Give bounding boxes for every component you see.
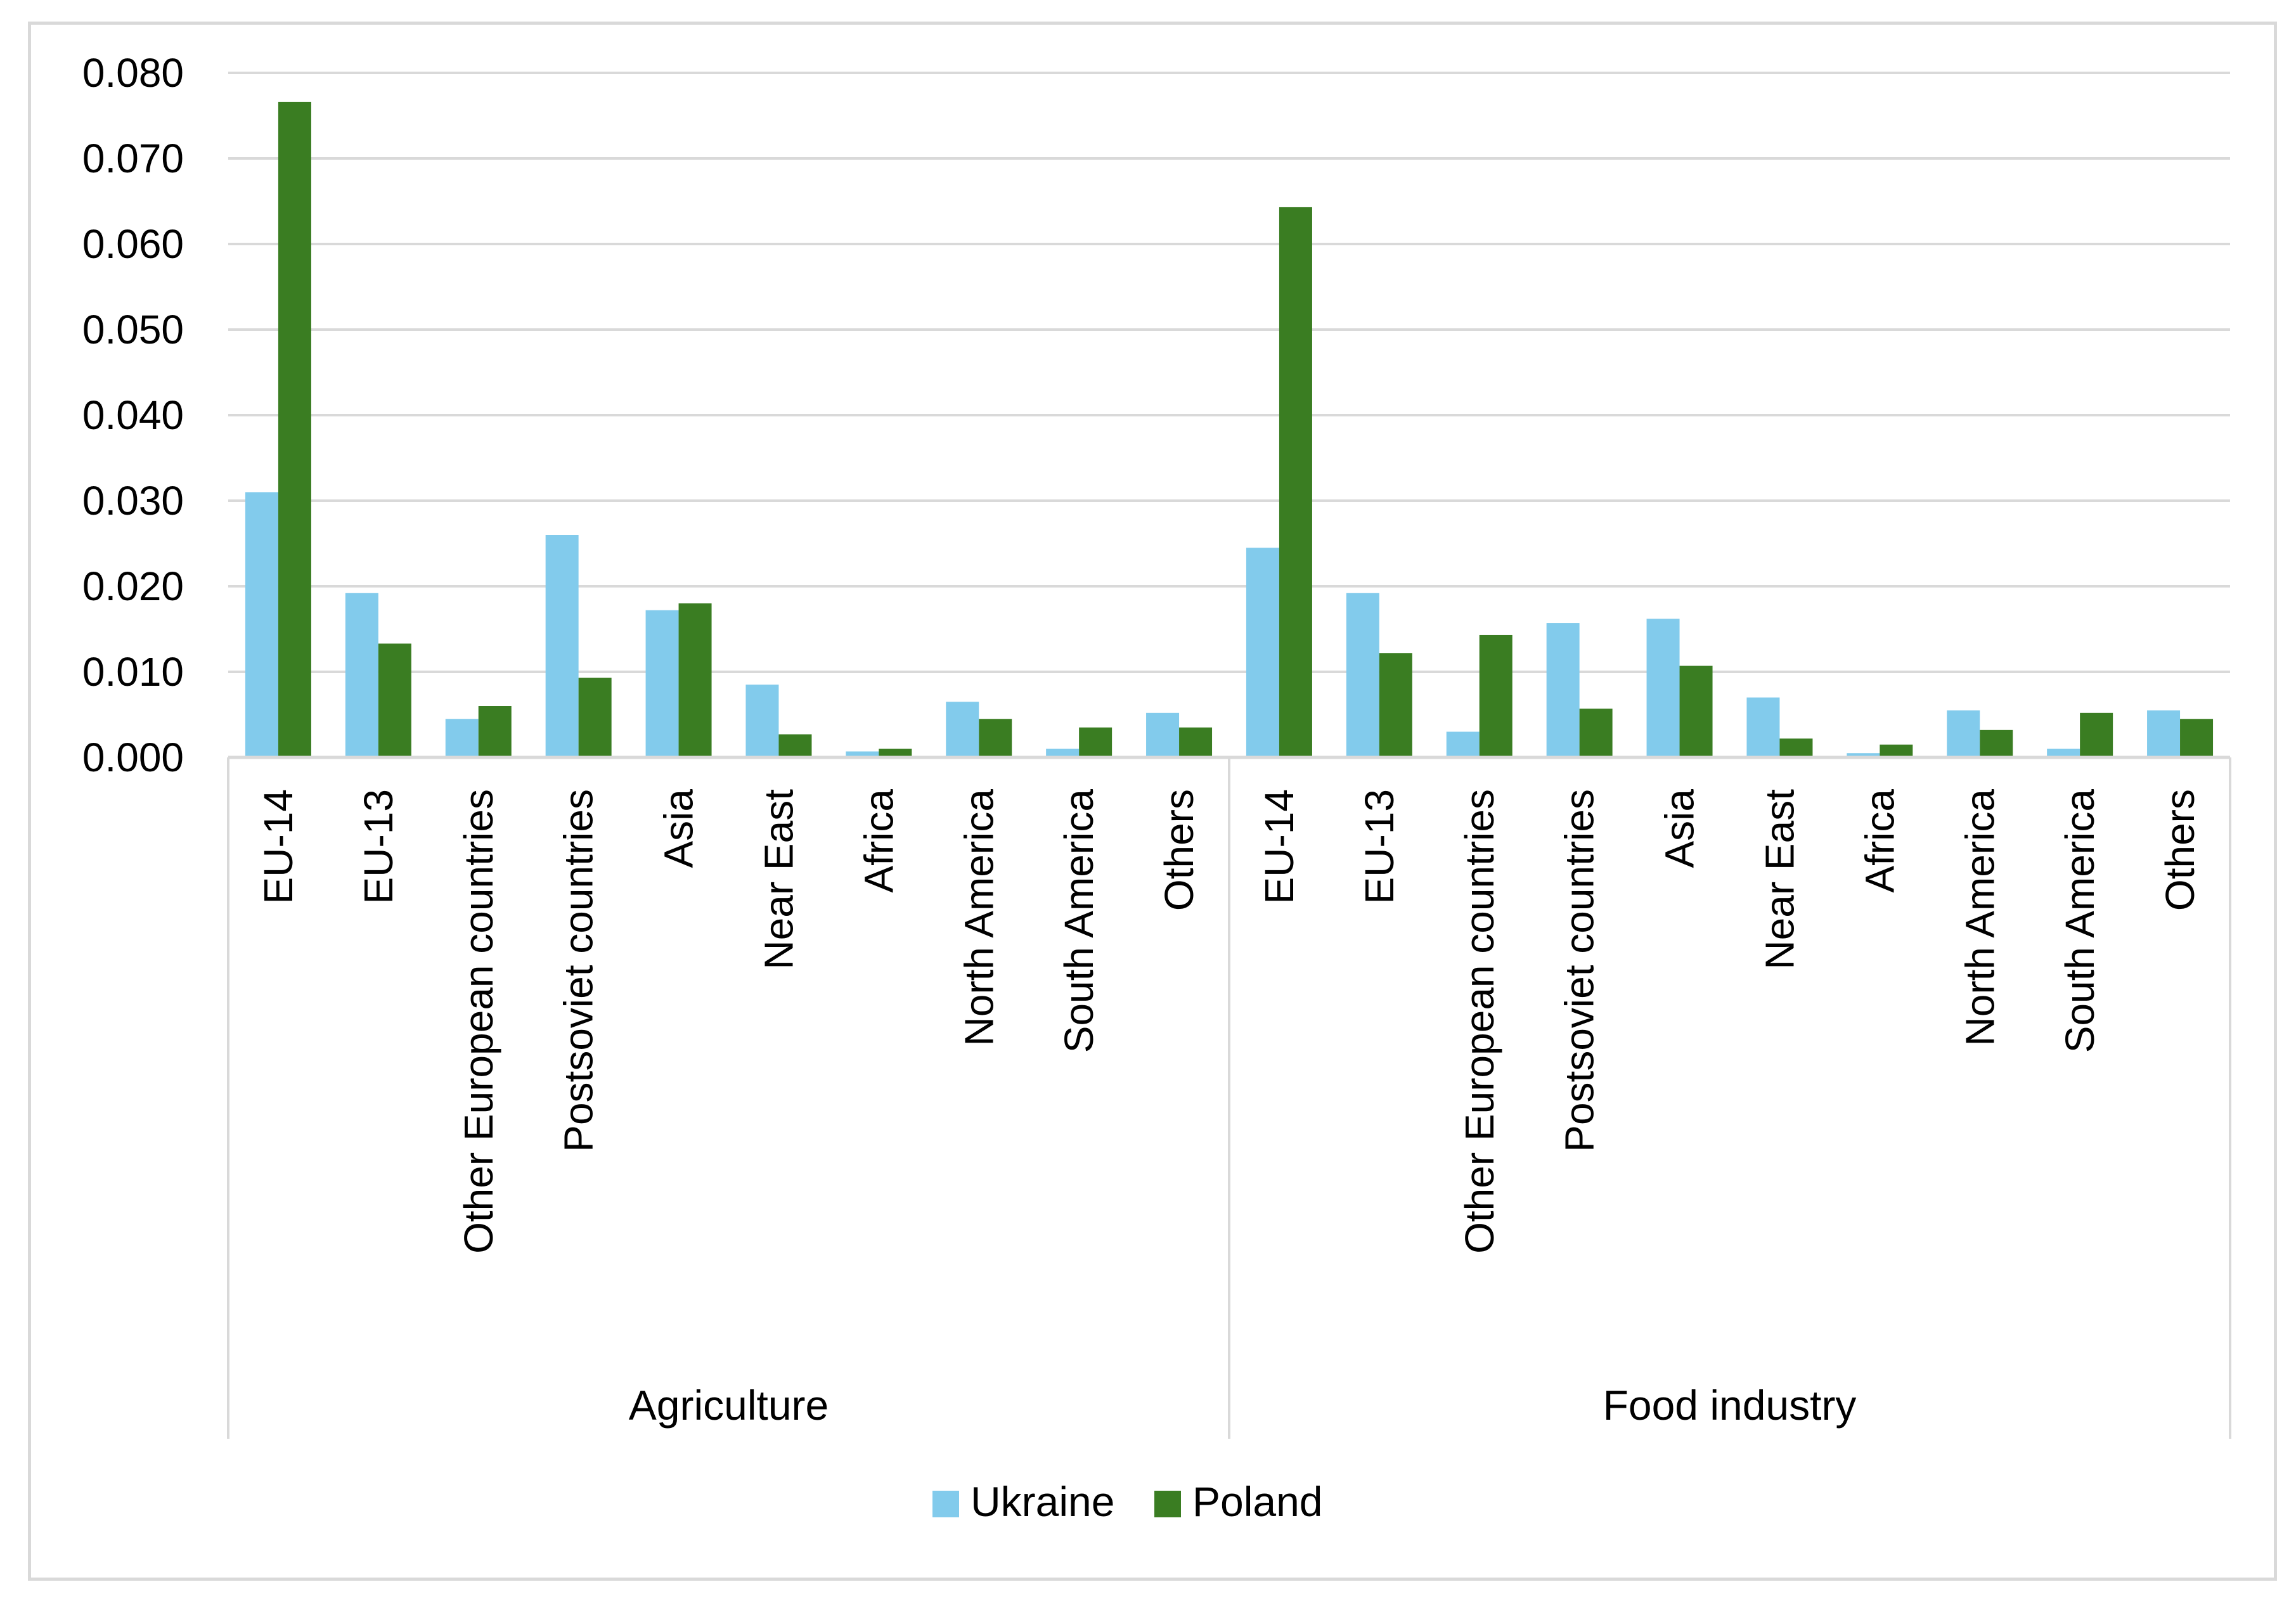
- x-category-label: Others: [1156, 789, 1202, 911]
- bar-agriculture-ukraine-postsoviet-countries: [545, 535, 579, 757]
- y-tick-label: 0.070: [82, 136, 184, 181]
- bar-agriculture-ukraine-near-east: [745, 685, 779, 757]
- x-category-label: Other European countries: [456, 789, 501, 1254]
- bar-agriculture-poland-others: [1179, 727, 1213, 757]
- bar-food-industry-poland-africa: [1880, 744, 1913, 757]
- bar-agriculture-poland-eu-14: [278, 101, 311, 757]
- y-tick-label: 0.050: [82, 307, 184, 352]
- x-category-label: South America: [1056, 789, 1102, 1053]
- x-category-label: Postsoviet countries: [556, 789, 602, 1152]
- x-category-label: Near East: [1757, 789, 1802, 970]
- x-category-label: Others: [2157, 789, 2203, 911]
- x-category-label: EU-14: [255, 789, 301, 904]
- bar-food-industry-ukraine-eu-13: [1346, 593, 1379, 757]
- bar-food-industry-ukraine-south-america: [2047, 749, 2080, 757]
- x-category-label: Other European countries: [1457, 789, 1502, 1254]
- x-category-label: Asia: [1657, 789, 1703, 868]
- bar-food-industry-poland-north-america: [1980, 730, 2013, 757]
- x-category-label: EU-14: [1256, 789, 1302, 904]
- x-category-label: Africa: [1857, 789, 1902, 893]
- bar-food-industry-poland-others: [2180, 719, 2214, 757]
- bar-food-industry-ukraine-north-america: [1947, 710, 1980, 757]
- bar-food-industry-poland-eu-14: [1279, 207, 1312, 757]
- bar-food-industry-poland-south-america: [2080, 712, 2113, 757]
- bar-agriculture-poland-north-america: [979, 719, 1012, 757]
- bar-food-industry-ukraine-africa: [1847, 753, 1880, 757]
- x-category-label: South America: [2057, 789, 2103, 1053]
- y-tick-label: 0.080: [82, 50, 184, 96]
- x-category-label: Africa: [856, 789, 901, 893]
- bar-agriculture-poland-eu-13: [378, 643, 411, 757]
- bar-agriculture-poland-asia: [678, 603, 712, 757]
- bar-food-industry-poland-postsoviet-countries: [1579, 709, 1613, 757]
- bar-food-industry-ukraine-asia: [1646, 619, 1680, 757]
- bar-agriculture-poland-africa: [879, 749, 912, 757]
- y-tick-label: 0.020: [82, 563, 184, 609]
- x-category-label: EU-13: [356, 789, 401, 904]
- bar-agriculture-ukraine-africa: [846, 751, 879, 757]
- legend-label-poland: Poland: [1192, 1478, 1323, 1525]
- bar-food-industry-ukraine-near-east: [1746, 697, 1780, 757]
- x-category-label: Asia: [656, 789, 702, 868]
- group-label-agriculture: Agriculture: [629, 1382, 829, 1429]
- legend-label-ukraine: Ukraine: [971, 1478, 1114, 1525]
- bar-agriculture-poland-near-east: [778, 734, 812, 757]
- bar-agriculture-poland-other-european-countries: [478, 706, 512, 757]
- y-tick-label: 0.030: [82, 478, 184, 524]
- chart-frame: [28, 22, 2277, 1581]
- bar-agriculture-ukraine-others: [1146, 712, 1180, 757]
- bar-agriculture-ukraine-north-america: [946, 702, 979, 757]
- x-category-label: North America: [956, 789, 1002, 1046]
- bar-food-industry-ukraine-postsoviet-countries: [1546, 623, 1580, 757]
- bar-food-industry-poland-other-european-countries: [1479, 634, 1512, 757]
- y-tick-label: 0.010: [82, 649, 184, 695]
- y-tick-label: 0.000: [82, 735, 184, 780]
- bar-agriculture-poland-south-america: [1079, 727, 1113, 757]
- bar-food-industry-poland-near-east: [1779, 738, 1813, 757]
- bar-food-industry-ukraine-other-european-countries: [1446, 731, 1480, 757]
- x-category-label: North America: [1957, 789, 2003, 1046]
- legend-swatch-ukraine: [932, 1491, 959, 1517]
- legend-swatch-poland: [1154, 1491, 1181, 1517]
- group-label-food-industry: Food industry: [1603, 1382, 1857, 1429]
- bar-agriculture-ukraine-asia: [645, 610, 679, 757]
- bar-food-industry-ukraine-eu-14: [1246, 548, 1279, 757]
- bar-agriculture-ukraine-south-america: [1046, 749, 1080, 757]
- x-category-label: EU-13: [1357, 789, 1402, 904]
- bar-agriculture-ukraine-eu-14: [245, 492, 278, 757]
- bar-agriculture-poland-postsoviet-countries: [578, 678, 612, 757]
- x-category-label: Postsoviet countries: [1557, 789, 1603, 1152]
- bar-food-industry-ukraine-others: [2147, 710, 2181, 757]
- x-category-label: Near East: [756, 789, 801, 970]
- y-tick-label: 0.060: [82, 221, 184, 267]
- bar-food-industry-poland-asia: [1679, 665, 1713, 757]
- bar-agriculture-ukraine-eu-13: [345, 593, 378, 757]
- y-tick-label: 0.040: [82, 392, 184, 438]
- bar-agriculture-ukraine-other-european-countries: [445, 719, 479, 757]
- bar-food-industry-poland-eu-13: [1379, 653, 1412, 757]
